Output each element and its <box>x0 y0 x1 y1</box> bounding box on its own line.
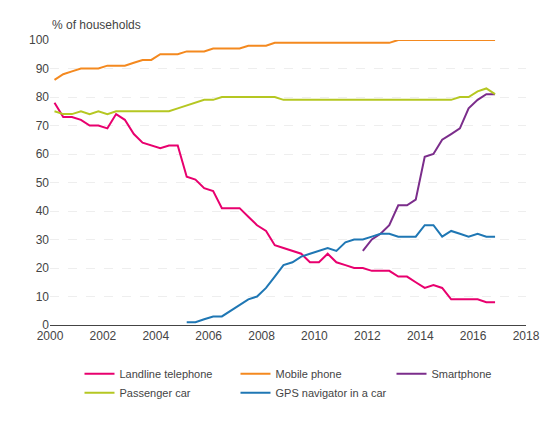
svg-text:80: 80 <box>36 90 50 104</box>
svg-text:0: 0 <box>42 318 49 332</box>
svg-text:2016: 2016 <box>460 329 487 343</box>
svg-text:2010: 2010 <box>301 329 328 343</box>
svg-text:100: 100 <box>29 33 49 47</box>
svg-text:2004: 2004 <box>142 329 169 343</box>
svg-text:Smartphone: Smartphone <box>432 368 492 380</box>
svg-text:Passenger car: Passenger car <box>120 387 191 399</box>
svg-text:40: 40 <box>36 204 50 218</box>
svg-text:2006: 2006 <box>195 329 222 343</box>
svg-text:% of households: % of households <box>52 18 141 32</box>
svg-text:Mobile phone: Mobile phone <box>276 368 342 380</box>
svg-text:Landline telephone: Landline telephone <box>120 368 213 380</box>
svg-text:2014: 2014 <box>407 329 434 343</box>
svg-text:90: 90 <box>36 62 50 76</box>
svg-text:2002: 2002 <box>90 329 117 343</box>
svg-text:2008: 2008 <box>248 329 275 343</box>
svg-text:2018: 2018 <box>513 329 540 343</box>
svg-text:60: 60 <box>36 147 50 161</box>
svg-text:50: 50 <box>36 176 50 190</box>
svg-text:GPS navigator in a car: GPS navigator in a car <box>276 387 387 399</box>
svg-text:2000: 2000 <box>37 329 64 343</box>
svg-text:20: 20 <box>36 261 50 275</box>
svg-text:10: 10 <box>36 290 50 304</box>
svg-text:70: 70 <box>36 119 50 133</box>
svg-text:30: 30 <box>36 233 50 247</box>
svg-text:2012: 2012 <box>354 329 381 343</box>
